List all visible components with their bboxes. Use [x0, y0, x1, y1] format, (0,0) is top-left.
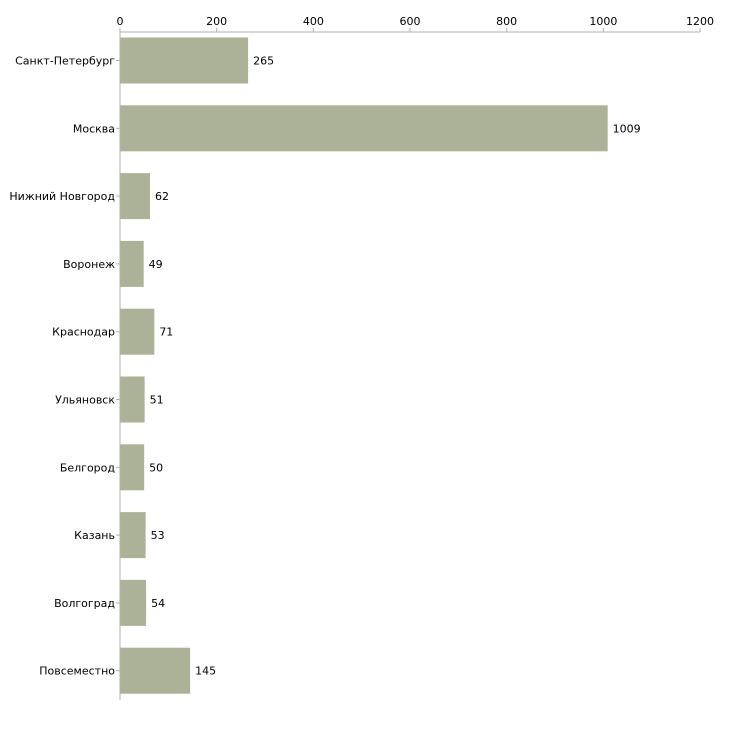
bar [120, 579, 147, 626]
value-label: 1009 [613, 122, 641, 135]
value-label: 265 [253, 55, 274, 68]
value-label: 54 [151, 597, 165, 610]
x-axis: 0 200 400 600 800 1000 1200 [117, 15, 714, 33]
bar [120, 173, 150, 220]
category-label: Ульяновск [55, 394, 115, 407]
category-label: Москва [73, 122, 115, 135]
category-label: Краснодар [52, 326, 115, 339]
value-label: 49 [149, 258, 163, 271]
bar [120, 647, 191, 694]
bars [120, 37, 608, 694]
value-label: 53 [151, 529, 165, 542]
x-tick-label: 0 [117, 15, 124, 28]
category-label: Воронеж [63, 258, 115, 271]
x-tick-label: 400 [303, 15, 324, 28]
y-axis: Санкт-Петербург Москва Нижний Новгород Воро… [9, 32, 121, 700]
bar [120, 512, 146, 559]
x-tick-label: 600 [400, 15, 421, 28]
x-tick-label: 200 [206, 15, 227, 28]
category-label: Повсеместно [39, 665, 115, 678]
bar [120, 37, 249, 84]
value-label: 71 [159, 326, 173, 339]
bar [120, 105, 608, 152]
category-label: Казань [74, 529, 115, 542]
value-labels: 265 1009 62 49 71 51 50 53 54 145 [149, 55, 641, 678]
value-label: 51 [150, 394, 164, 407]
bar [120, 444, 145, 491]
value-label: 145 [195, 665, 216, 678]
bar [120, 376, 145, 423]
value-label: 50 [149, 461, 163, 474]
category-label: Санкт-Петербург [15, 55, 115, 68]
value-label: 62 [155, 190, 169, 203]
category-label: Нижний Новгород [9, 190, 115, 203]
bar [120, 308, 155, 355]
x-tick-label: 1000 [589, 15, 617, 28]
bar [120, 240, 144, 287]
x-tick-label: 1200 [686, 15, 714, 28]
x-tick-label: 800 [496, 15, 517, 28]
category-label: Белгород [60, 461, 116, 474]
category-label: Волгоград [54, 597, 115, 610]
